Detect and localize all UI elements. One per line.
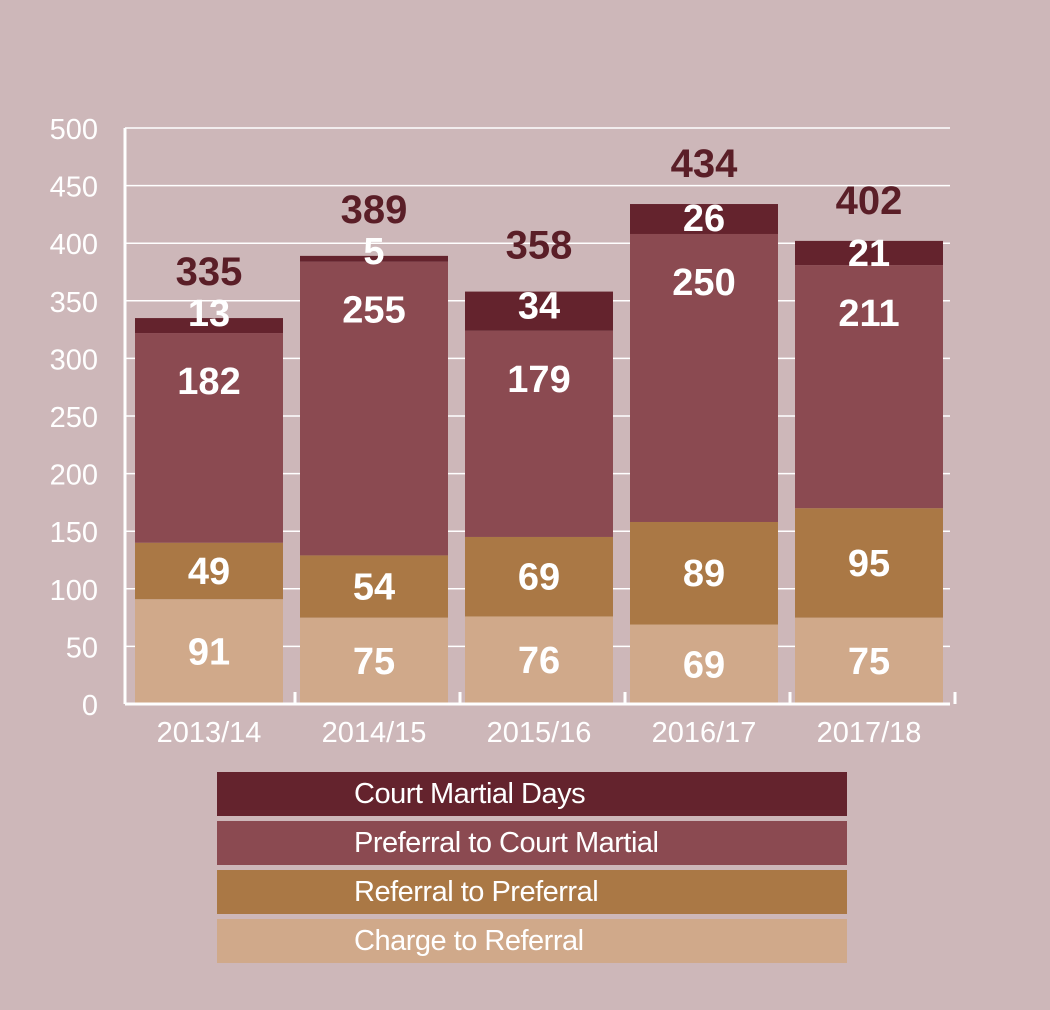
y-tick-label: 250 <box>50 402 98 434</box>
bar-segment <box>795 265 943 509</box>
y-tick-label: 400 <box>50 229 98 261</box>
stacked-bar-chart: 0501001502002503003504004505009149182133… <box>50 114 957 749</box>
total-label: 389 <box>341 188 408 232</box>
bar-segment <box>300 255 448 262</box>
data-label: 49 <box>188 551 230 593</box>
data-label: 75 <box>848 641 890 683</box>
legend-label: Referral to Preferral <box>354 875 599 908</box>
bar-segment <box>465 616 613 704</box>
bar-segment <box>630 233 778 522</box>
data-label: 13 <box>188 293 230 335</box>
legend-label: Court Martial Days <box>354 777 586 810</box>
data-label: 69 <box>518 557 560 599</box>
legend-label: Charge to Referral <box>354 924 584 957</box>
total-label: 402 <box>836 179 903 223</box>
data-label: 182 <box>177 361 240 403</box>
legend-item-referral-to-preferral: Referral to Preferral <box>217 870 847 914</box>
x-tick-label: 2013/14 <box>157 717 262 749</box>
bar-segment <box>465 536 613 617</box>
legend-label: Preferral to Court Martial <box>354 826 659 859</box>
y-tick-label: 0 <box>82 690 98 722</box>
data-label: 211 <box>838 293 899 335</box>
data-label: 250 <box>672 262 735 304</box>
legend: Court Martial Days Preferral to Court Ma… <box>217 772 847 968</box>
bar-segment <box>135 318 283 334</box>
data-label: 26 <box>683 198 725 240</box>
bar-segment <box>300 555 448 618</box>
y-tick-label: 350 <box>50 287 98 319</box>
y-tick-label: 300 <box>50 344 98 376</box>
bar-segment <box>135 542 283 600</box>
data-label: 91 <box>188 632 230 674</box>
y-tick-label: 100 <box>50 575 98 607</box>
legend-item-preferral-to-court-martial: Preferral to Court Martial <box>217 821 847 865</box>
bar-segment <box>630 624 778 704</box>
data-label: 95 <box>848 543 890 585</box>
bar-segment <box>795 617 943 704</box>
bar-segment <box>300 261 448 556</box>
bar-segment <box>135 333 283 543</box>
total-label: 335 <box>176 250 243 294</box>
legend-item-charge-to-referral: Charge to Referral <box>217 919 847 963</box>
total-label: 434 <box>671 142 738 186</box>
y-tick-label: 150 <box>50 517 98 549</box>
data-label: 34 <box>518 286 560 328</box>
bar-segment <box>630 521 778 625</box>
bar-segment <box>465 291 613 331</box>
data-label: 75 <box>353 641 395 683</box>
bar-segment <box>630 204 778 234</box>
x-tick-label: 2015/16 <box>487 717 592 749</box>
data-label: 5 <box>363 231 384 273</box>
x-tick-label: 2014/15 <box>322 717 427 749</box>
data-label: 255 <box>342 290 405 332</box>
total-label: 358 <box>506 224 573 268</box>
data-label: 76 <box>518 640 560 682</box>
bar-segment <box>795 508 943 618</box>
data-label: 89 <box>683 553 725 595</box>
data-label: 54 <box>353 566 395 608</box>
y-tick-label: 50 <box>66 632 98 664</box>
bar-segment <box>465 330 613 537</box>
y-tick-label: 450 <box>50 172 98 204</box>
data-label: 69 <box>683 644 725 686</box>
y-tick-label: 500 <box>50 114 98 146</box>
bar-segment <box>795 240 943 266</box>
data-label: 21 <box>848 233 890 275</box>
legend-item-court-martial-days: Court Martial Days <box>217 772 847 816</box>
x-tick-label: 2017/18 <box>817 717 922 749</box>
bar-segment <box>300 617 448 704</box>
bar-segment <box>135 599 283 704</box>
y-tick-label: 200 <box>50 460 98 492</box>
x-tick-label: 2016/17 <box>652 717 757 749</box>
data-label: 179 <box>507 359 570 401</box>
